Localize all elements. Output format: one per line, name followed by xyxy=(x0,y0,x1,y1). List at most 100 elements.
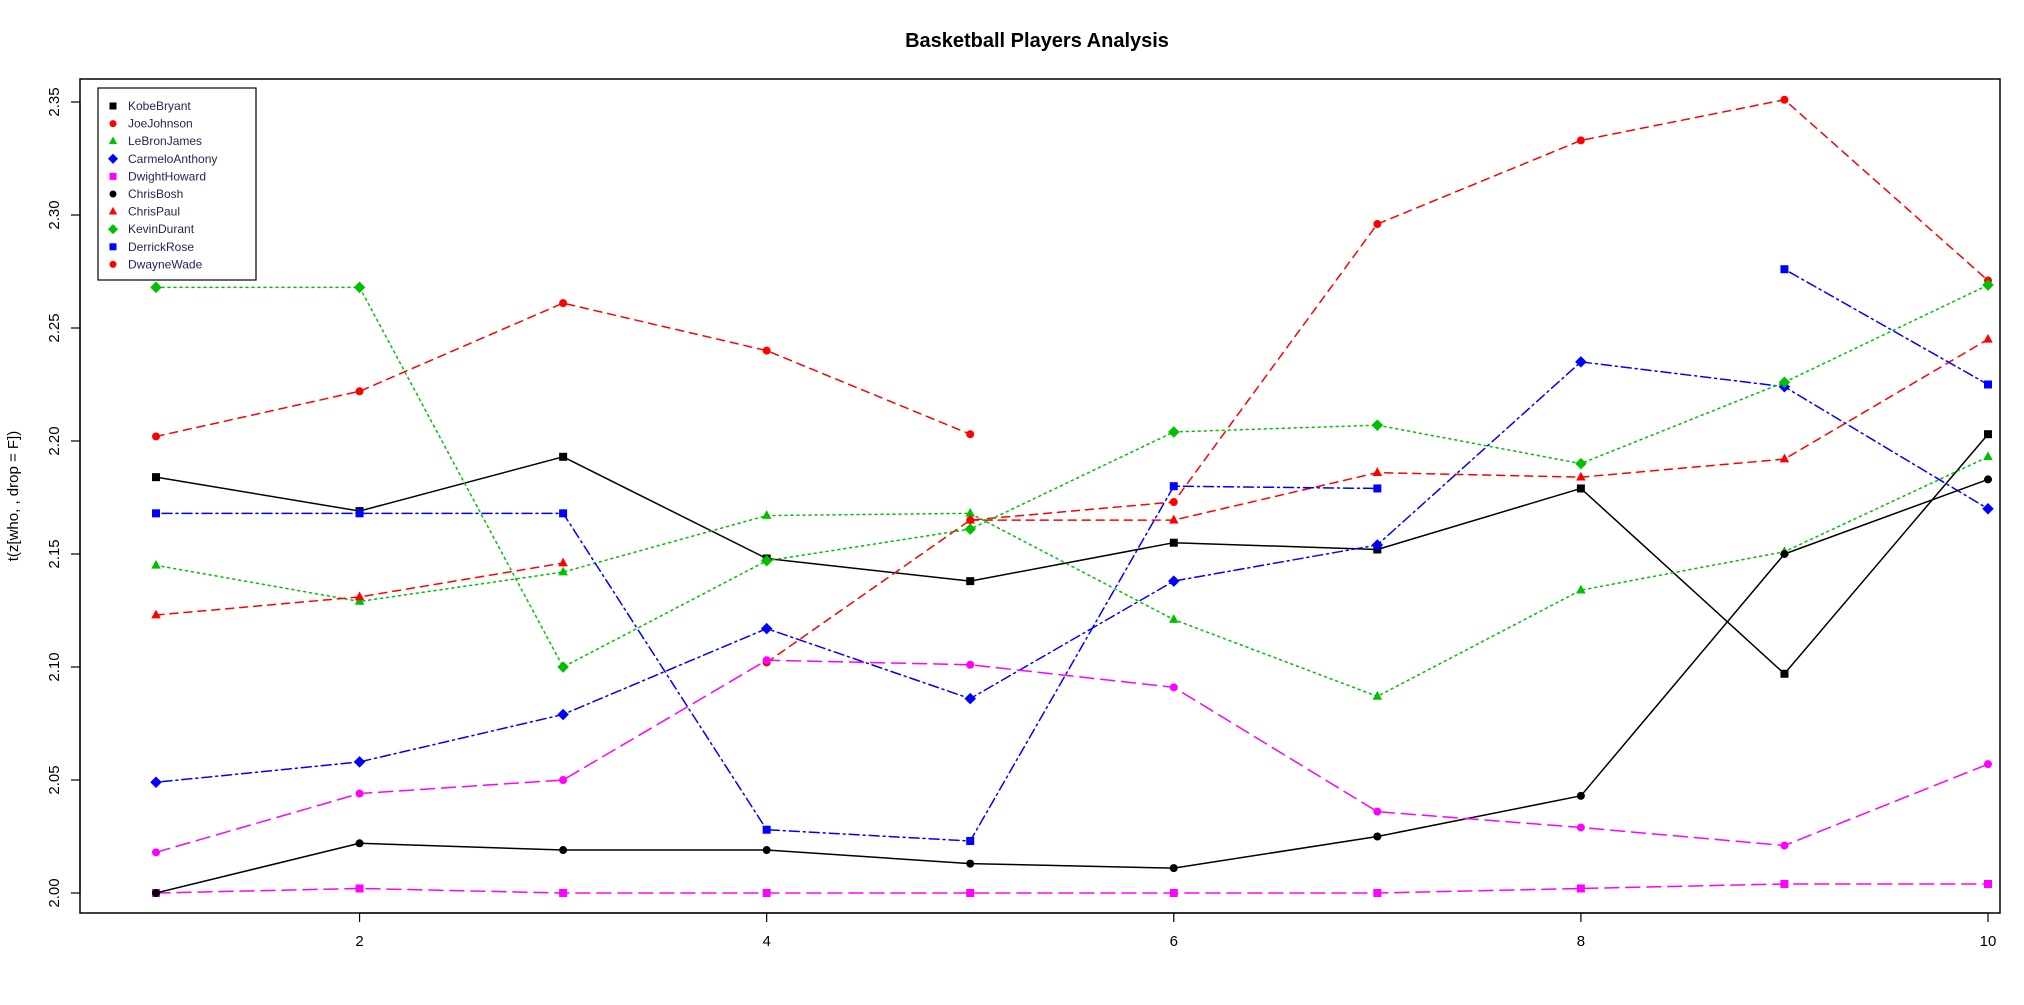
series-layer xyxy=(150,95,1994,897)
legend: KobeBryant JoeJohnson LeBronJames CarmeloAn… xyxy=(97,87,257,281)
data-point xyxy=(965,514,975,524)
data-point xyxy=(1373,889,1382,897)
data-point xyxy=(1576,136,1585,145)
data-point xyxy=(1169,498,1178,507)
data-point xyxy=(557,661,569,673)
data-point xyxy=(1780,95,1789,104)
data-point xyxy=(1984,430,1992,439)
data-point xyxy=(966,577,975,586)
legend-label-10: DwayneWade xyxy=(128,257,203,271)
legend-label-1: KobeBryant xyxy=(128,99,191,113)
legend-marker-3 xyxy=(108,136,118,145)
data-point xyxy=(964,523,976,535)
data-point xyxy=(966,430,975,439)
data-point xyxy=(1169,514,1179,524)
data-point xyxy=(966,660,975,669)
data-point xyxy=(1780,265,1789,274)
series-line xyxy=(155,659,1989,854)
y-tick-label: 2.10 xyxy=(46,652,63,681)
data-point xyxy=(150,281,162,294)
data-point xyxy=(152,473,160,482)
data-point xyxy=(760,622,773,635)
data-point xyxy=(1169,683,1178,692)
data-point xyxy=(1576,471,1586,481)
y-axis: 2.00 2.05 2.10 2.15 2.20 2.25 2.30 2.35 xyxy=(46,87,81,908)
data-point xyxy=(1168,575,1180,587)
series-line xyxy=(155,883,1989,894)
legend-marker-2 xyxy=(109,120,117,128)
data-point xyxy=(559,452,568,461)
data-point xyxy=(964,692,976,705)
data-point xyxy=(1780,669,1789,678)
data-point xyxy=(1780,550,1789,558)
legend-label-4: CarmeloAnthony xyxy=(128,152,217,166)
data-point xyxy=(1779,453,1790,463)
data-point xyxy=(1373,484,1382,493)
x-tick-label: 6 xyxy=(1170,933,1178,950)
data-point xyxy=(354,591,365,601)
legend-label-8: KevinDurant xyxy=(128,222,195,236)
data-point xyxy=(966,889,975,897)
series-4 xyxy=(150,356,1994,789)
chart-title: Basketball Players Analysis xyxy=(905,30,1169,52)
data-point xyxy=(761,510,772,519)
data-point xyxy=(1778,376,1791,388)
y-tick-label: 2.25 xyxy=(46,313,63,342)
legend-label-7: ChrisPaul xyxy=(128,205,180,219)
data-point xyxy=(558,557,568,567)
data-point xyxy=(1169,614,1179,623)
legend-label-6: ChrisBosh xyxy=(128,187,183,201)
series-line xyxy=(155,478,1989,894)
data-point xyxy=(1169,864,1178,873)
data-point xyxy=(1576,484,1585,493)
y-tick-label: 2.05 xyxy=(46,765,63,794)
data-point xyxy=(355,789,364,798)
data-point xyxy=(152,432,160,441)
series-8 xyxy=(150,279,1994,673)
y-axis-title: t(z[who, , drop = F]) xyxy=(5,431,22,561)
data-point xyxy=(1371,419,1384,431)
data-point xyxy=(152,848,160,857)
data-point xyxy=(1576,823,1585,832)
data-point xyxy=(1169,538,1178,547)
y-tick-label: 2.20 xyxy=(46,426,63,455)
legend-box xyxy=(97,87,257,281)
data-point xyxy=(762,846,771,855)
legend-marker-9 xyxy=(109,243,117,251)
y-tick-label: 2.30 xyxy=(46,200,63,229)
data-point xyxy=(1983,333,1993,343)
series-6 xyxy=(152,475,1992,897)
data-point xyxy=(1373,220,1382,229)
data-point xyxy=(1372,690,1383,700)
legend-marker-6 xyxy=(109,190,117,198)
data-point xyxy=(1373,807,1382,816)
data-point xyxy=(151,609,161,619)
y-tick-label: 2.35 xyxy=(46,87,63,116)
x-tick-label: 4 xyxy=(762,933,770,950)
data-point xyxy=(1576,584,1586,594)
data-point xyxy=(1371,539,1384,551)
data-point xyxy=(559,846,568,855)
data-point xyxy=(762,889,771,897)
data-point xyxy=(1576,791,1585,800)
data-point xyxy=(1780,841,1789,850)
data-point xyxy=(152,889,160,897)
data-point xyxy=(1982,279,1994,291)
legend-label-3: LeBronJames xyxy=(128,134,202,148)
data-point xyxy=(762,656,771,665)
data-point xyxy=(150,776,162,789)
series-2 xyxy=(762,95,1992,667)
legend-marker-8 xyxy=(107,224,119,235)
data-point xyxy=(1984,760,1992,769)
x-tick-label: 10 xyxy=(1980,933,1997,950)
data-point xyxy=(559,299,568,308)
series-line xyxy=(155,433,1989,675)
series-11 xyxy=(152,656,1992,857)
legend-label-5: DwightHoward xyxy=(128,169,206,183)
legend-marker-10 xyxy=(109,260,117,268)
data-point xyxy=(355,509,364,518)
y-tick-label: 2.15 xyxy=(46,539,63,568)
data-point xyxy=(1168,426,1180,438)
